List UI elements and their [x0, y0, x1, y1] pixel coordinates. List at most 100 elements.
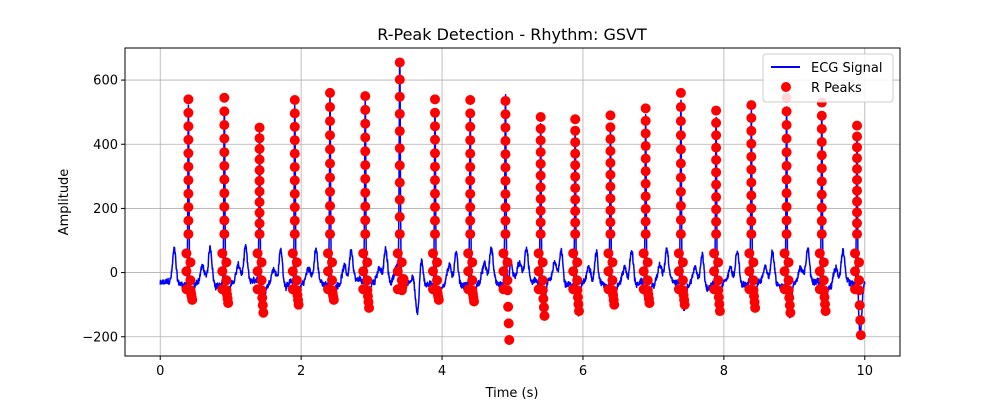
r-peak-point	[744, 266, 755, 277]
r-peak-point	[781, 160, 792, 171]
r-peak-point	[711, 216, 722, 227]
r-peak-point	[746, 125, 757, 136]
r-peak-point	[605, 229, 616, 240]
r-peak-point	[605, 145, 616, 156]
r-peak-point	[640, 216, 651, 227]
r-peak-point	[430, 148, 440, 159]
r-peak-point	[640, 103, 651, 114]
r-peak-point	[498, 248, 509, 259]
r-peak-point	[430, 175, 440, 186]
r-peak-point	[430, 134, 440, 145]
r-peak-point	[325, 172, 336, 183]
r-peak-point	[784, 300, 795, 311]
r-peak-point	[568, 248, 579, 259]
r-peak-point	[750, 302, 761, 313]
r-peak-point	[467, 257, 478, 268]
r-peak-point	[640, 191, 651, 202]
r-peak-point	[533, 266, 544, 277]
r-peak-point	[219, 92, 230, 103]
r-peak-point	[254, 143, 265, 154]
r-peak-point	[535, 111, 546, 122]
r-peak-point	[394, 108, 405, 119]
r-peak-point	[289, 135, 300, 146]
r-peak-point	[852, 218, 863, 229]
r-peak-point	[289, 94, 300, 105]
r-peak-point	[254, 165, 265, 176]
r-peak-point	[855, 315, 866, 326]
r-peak-point	[360, 132, 371, 143]
r-peak-point	[537, 275, 548, 286]
r-peak-point	[713, 257, 724, 268]
r-peak-point	[852, 131, 863, 142]
r-peak-point	[394, 211, 405, 222]
r-peak-point	[711, 154, 722, 165]
r-peak-point	[781, 229, 792, 240]
r-peak-point	[711, 117, 722, 128]
r-peak-point	[854, 285, 865, 296]
r-peak-point	[570, 194, 581, 205]
r-peak-point	[818, 275, 829, 286]
r-peak-point	[500, 175, 511, 186]
r-peak-point	[638, 266, 649, 277]
r-peak-point	[675, 186, 686, 197]
r-peak-point	[746, 203, 757, 214]
x-axis: 0 2 4 6 8 10	[156, 356, 873, 379]
r-peak-point	[469, 296, 480, 307]
r-peak-point	[432, 257, 442, 268]
r-peak-point	[217, 248, 228, 259]
r-peak-point	[748, 257, 759, 268]
r-peak-point	[465, 188, 476, 199]
r-peak-point	[679, 299, 690, 310]
r-peak-point	[360, 91, 371, 102]
r-peak-point	[289, 108, 300, 119]
r-peak-point	[360, 173, 371, 184]
r-peak-point	[181, 248, 192, 259]
r-peak-point	[605, 193, 616, 204]
r-peak-point	[677, 275, 688, 286]
r-peak-point	[783, 257, 794, 268]
r-peak-point	[183, 215, 194, 226]
r-peak-point	[254, 186, 265, 197]
r-peak-point	[852, 120, 863, 131]
r-peak-point	[254, 207, 265, 218]
r-peak-point	[852, 174, 863, 185]
r-peak-point	[714, 306, 725, 317]
r-peak-point	[642, 257, 653, 268]
r-peak-point	[364, 302, 375, 313]
r-peak-point	[327, 257, 338, 268]
ecg-signal-line	[159, 58, 866, 337]
r-peak-point	[570, 171, 581, 182]
r-peak-point	[570, 137, 581, 148]
r-peak-point	[432, 275, 442, 286]
r-peak-point	[219, 188, 230, 199]
r-peak-point	[673, 248, 684, 259]
r-peak-point	[538, 293, 549, 304]
r-peak-point	[252, 266, 263, 277]
r-peak-point	[183, 202, 194, 213]
r-peak-point	[572, 275, 583, 286]
r-peak-point	[779, 266, 790, 277]
r-peak-point	[360, 118, 371, 129]
r-peak-point	[605, 134, 616, 145]
r-peak-point	[816, 137, 827, 148]
r-peak-point	[850, 266, 861, 277]
r-peak-point	[428, 248, 438, 259]
r-peak-point	[852, 229, 863, 240]
r-peak-point	[362, 275, 373, 286]
r-peak-point	[570, 148, 581, 159]
x-tick-label: 4	[438, 364, 446, 379]
r-peak-point	[607, 257, 618, 268]
y-tick-label: 400	[93, 138, 118, 153]
r-peak-point	[644, 298, 655, 309]
r-peak-point	[570, 183, 581, 194]
r-peak-point	[392, 266, 403, 277]
r-peak-point	[465, 215, 476, 226]
r-peak-point	[640, 178, 651, 189]
r-peak-point	[675, 200, 686, 211]
r-peak-point	[816, 163, 827, 174]
r-peak-point	[325, 116, 336, 127]
r-peak-point	[675, 144, 686, 155]
r-peak-point	[781, 133, 792, 144]
r-peak-point	[609, 299, 620, 310]
